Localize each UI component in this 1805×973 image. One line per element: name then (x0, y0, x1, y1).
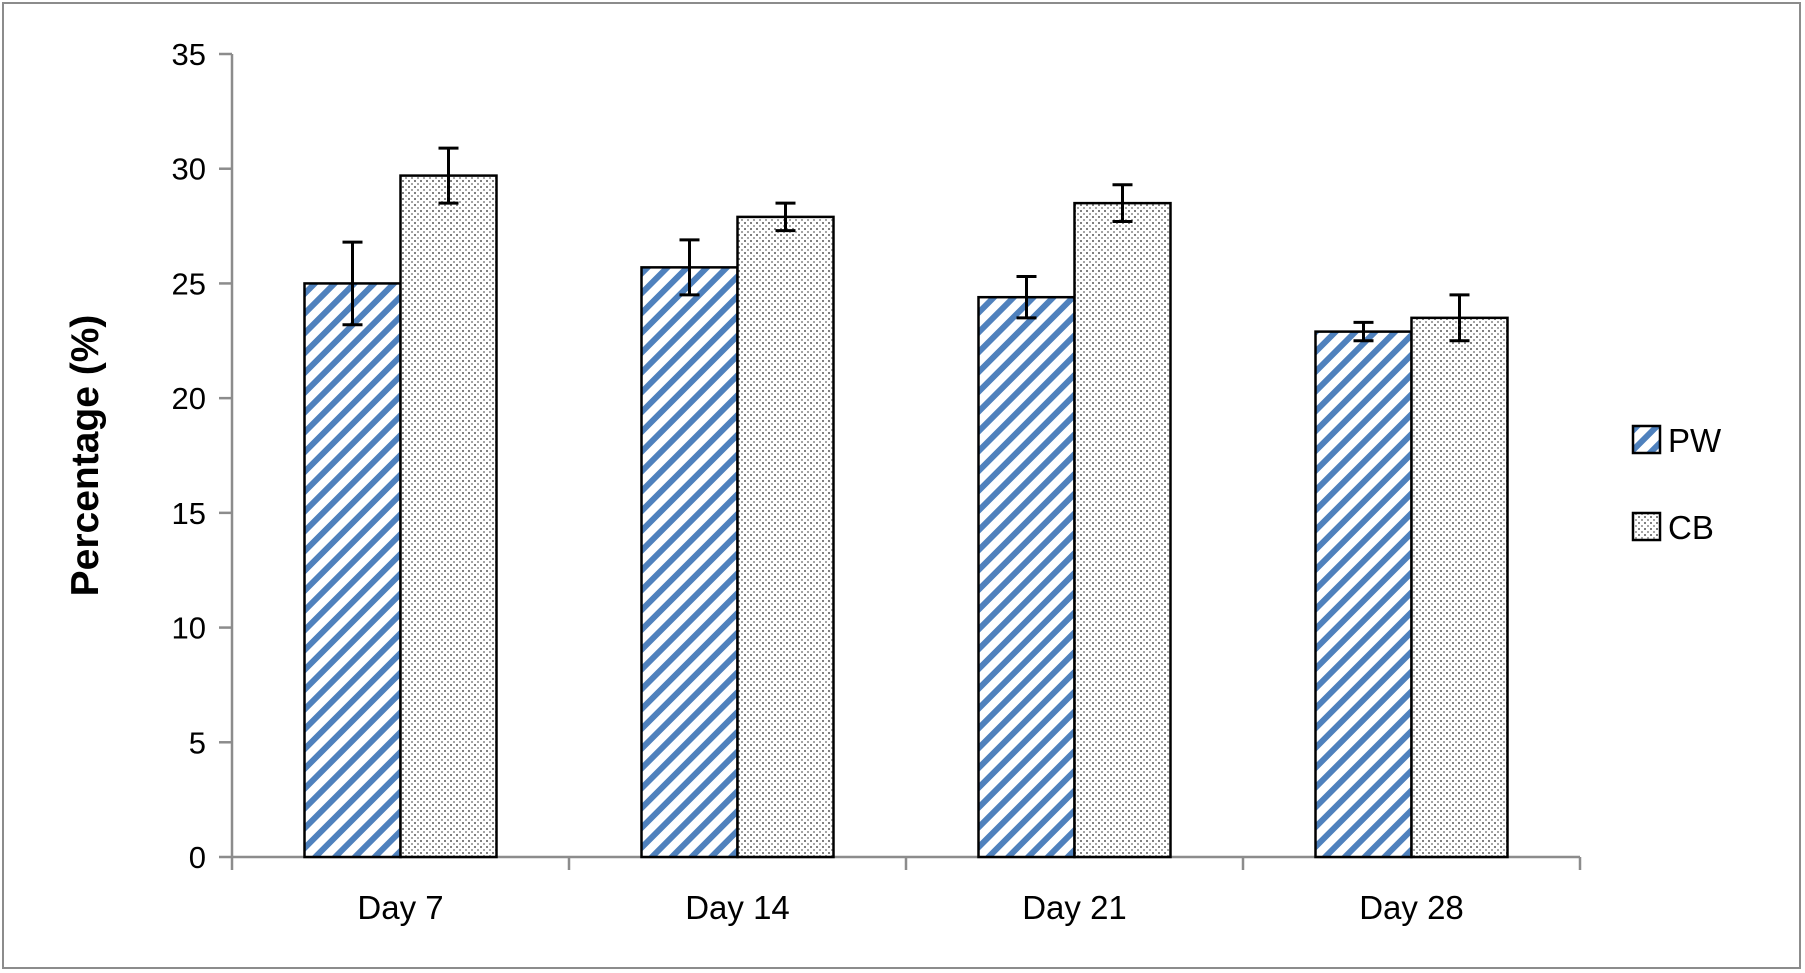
y-tick-label: 25 (172, 266, 206, 301)
error-bar-pw-day-7 (342, 240, 363, 327)
bar-cb-day-7 (399, 174, 498, 859)
bar-pw-day-7 (303, 282, 402, 859)
x-tick-label: Day 28 (1359, 889, 1464, 926)
error-bar-pw-day-28 (1353, 320, 1374, 343)
y-axis-label: Percentage (%) (64, 315, 107, 597)
tick-labels: 0 5 10 15 20 25 30 35 Day 7 Day 14 Day 21 Day 28 (172, 37, 1464, 926)
error-bar-pw-day-14 (679, 238, 700, 297)
error-bar-cb-day-14 (775, 201, 796, 233)
bar-cb-day-14 (736, 215, 835, 859)
legend-item-pw: PW (1631, 422, 1722, 459)
error-bar-cb-day-7 (438, 146, 459, 205)
y-tick-label: 35 (172, 37, 206, 72)
legend-item-cb: CB (1631, 509, 1714, 546)
y-tick-label: 0 (189, 840, 206, 875)
bar-cb-day-28 (1410, 316, 1509, 859)
y-tick-label: 10 (172, 611, 206, 646)
error-bar-cb-day-28 (1449, 293, 1470, 343)
x-tick-label: Day 14 (685, 889, 790, 926)
y-tick-label: 20 (172, 381, 206, 416)
y-tick-label: 5 (189, 725, 206, 760)
bar-pw-day-14 (640, 266, 739, 859)
legend-swatch (1631, 424, 1662, 455)
error-bar-cb-day-21 (1112, 183, 1133, 223)
error-bars (342, 146, 1470, 343)
y-tick-label: 30 (172, 152, 206, 187)
legend: PW CB (1631, 422, 1722, 546)
x-tick-label: Day 21 (1022, 889, 1127, 926)
bars (303, 174, 1509, 859)
legend-swatch (1631, 511, 1662, 542)
y-tick-label: 15 (172, 496, 206, 531)
bar-pw-day-28 (1314, 330, 1413, 859)
bar-pw-day-21 (977, 295, 1076, 859)
bar-cb-day-21 (1073, 201, 1172, 859)
legend-label: CB (1668, 509, 1714, 546)
legend-label: PW (1668, 422, 1722, 459)
x-tick-label: Day 7 (357, 889, 443, 926)
error-bar-pw-day-21 (1016, 275, 1037, 320)
